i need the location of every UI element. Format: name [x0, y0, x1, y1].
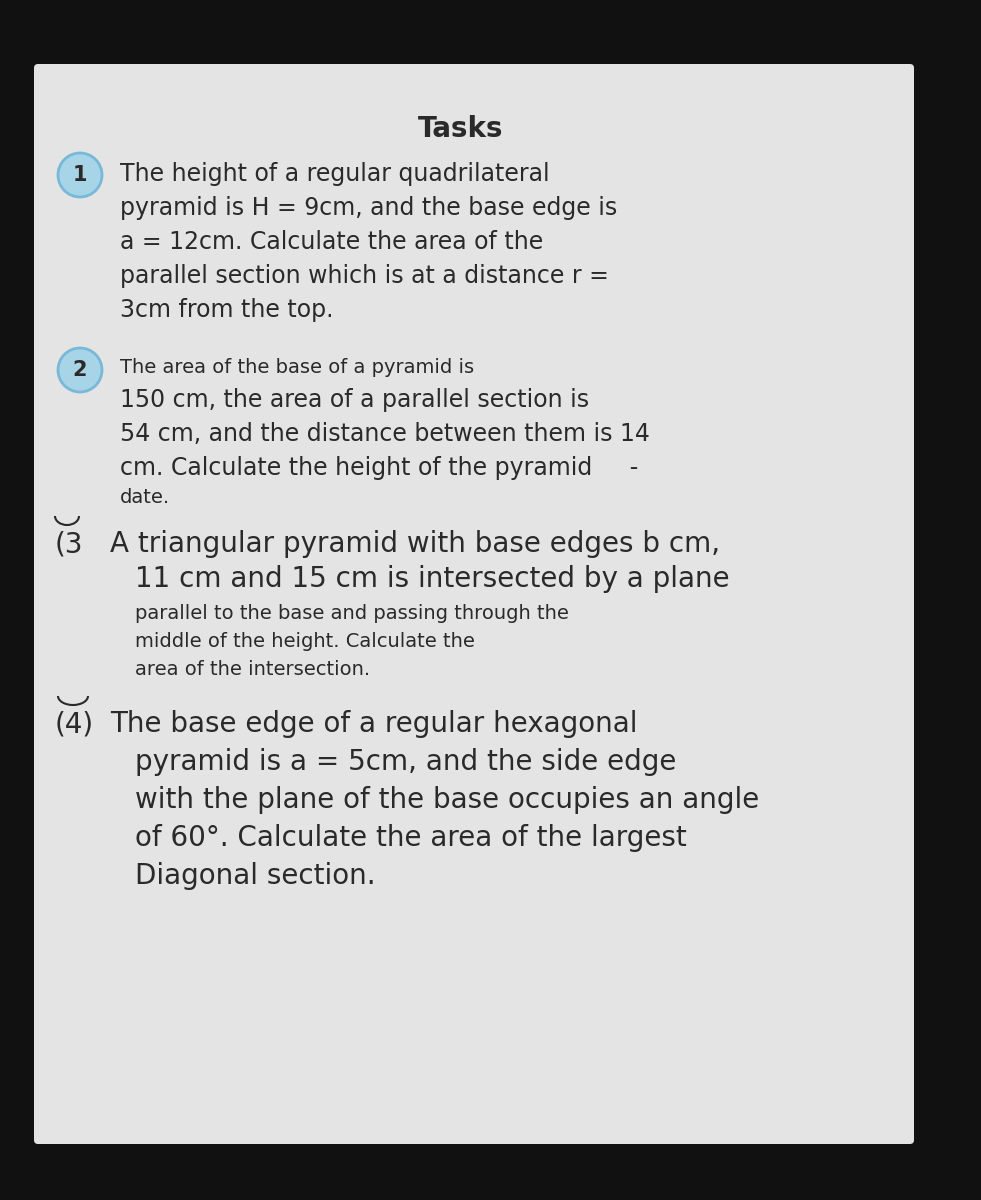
Circle shape — [58, 348, 102, 392]
Circle shape — [58, 152, 102, 197]
Text: The base edge of a regular hexagonal: The base edge of a regular hexagonal — [110, 710, 638, 738]
Text: Diagonal section.: Diagonal section. — [135, 862, 376, 890]
FancyBboxPatch shape — [34, 64, 914, 1144]
Text: of 60°. Calculate the area of the largest: of 60°. Calculate the area of the larges… — [135, 824, 687, 852]
Text: 11 cm and 15 cm is intersected by a plane: 11 cm and 15 cm is intersected by a plan… — [135, 565, 730, 593]
Text: 150 cm, the area of a parallel section is: 150 cm, the area of a parallel section i… — [120, 388, 590, 412]
Text: parallel section which is at a distance r =: parallel section which is at a distance … — [120, 264, 609, 288]
Text: Tasks: Tasks — [418, 115, 504, 143]
Text: 1: 1 — [73, 164, 87, 185]
Text: 2: 2 — [73, 360, 87, 380]
Text: a = 12cm. Calculate the area of the: a = 12cm. Calculate the area of the — [120, 230, 543, 254]
Text: The height of a regular quadrilateral: The height of a regular quadrilateral — [120, 162, 549, 186]
Text: pyramid is H = 9cm, and the base edge is: pyramid is H = 9cm, and the base edge is — [120, 196, 617, 220]
Text: parallel to the base and passing through the: parallel to the base and passing through… — [135, 604, 569, 623]
Text: 3cm from the top.: 3cm from the top. — [120, 298, 334, 322]
Text: cm. Calculate the height of the pyramid     -: cm. Calculate the height of the pyramid … — [120, 456, 639, 480]
Text: (3: (3 — [55, 530, 83, 558]
Text: with the plane of the base occupies an angle: with the plane of the base occupies an a… — [135, 786, 759, 814]
Text: (4): (4) — [55, 710, 94, 738]
Text: middle of the height. Calculate the: middle of the height. Calculate the — [135, 632, 475, 650]
Text: date.: date. — [120, 488, 170, 506]
Text: pyramid is a = 5cm, and the side edge: pyramid is a = 5cm, and the side edge — [135, 748, 676, 776]
Text: 54 cm, and the distance between them is 14: 54 cm, and the distance between them is … — [120, 422, 649, 446]
Text: area of the intersection.: area of the intersection. — [135, 660, 370, 679]
Text: The area of the base of a pyramid is: The area of the base of a pyramid is — [120, 358, 474, 377]
Text: A triangular pyramid with base edges b cm,: A triangular pyramid with base edges b c… — [110, 530, 720, 558]
